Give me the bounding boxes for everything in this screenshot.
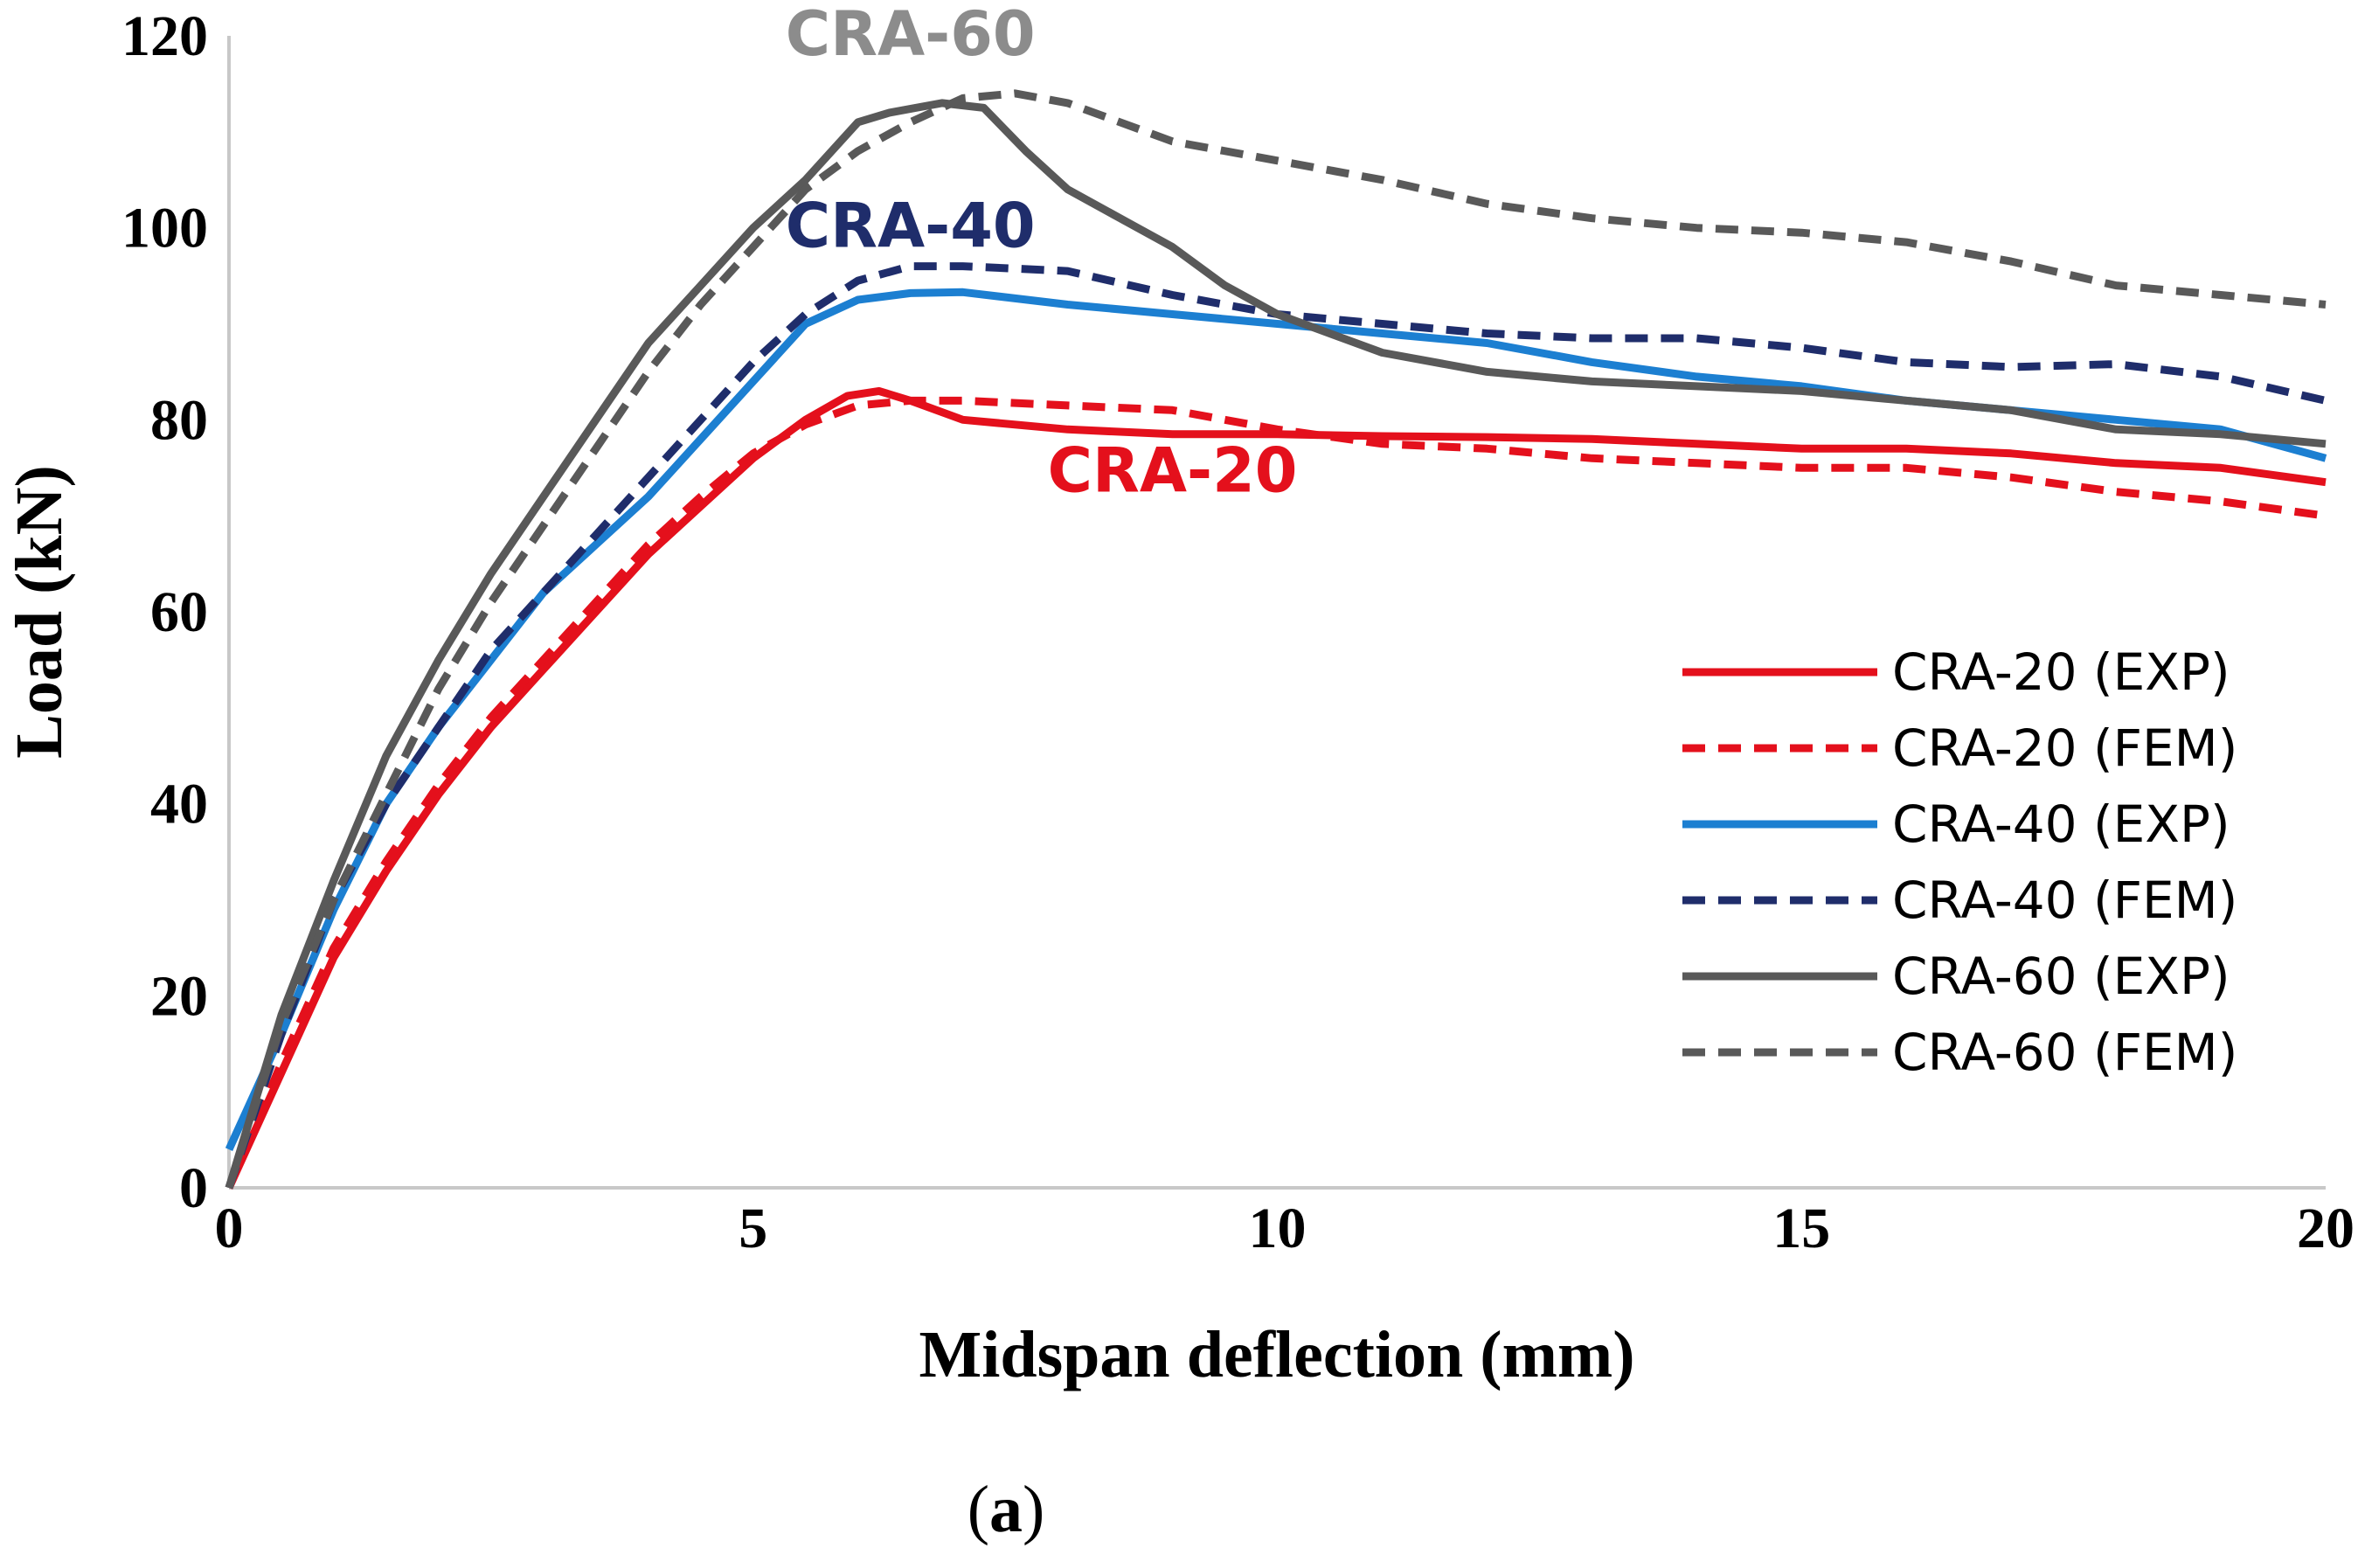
legend-entry-label: CRA-20 (FEM) bbox=[1892, 718, 2237, 778]
x-tick-label: 10 bbox=[1249, 1197, 1307, 1260]
series-lines bbox=[225, 89, 2327, 1190]
y-tick-label: 60 bbox=[150, 580, 208, 644]
legend-entry-label: CRA-20 (EXP) bbox=[1892, 642, 2230, 702]
caption-paren-open: ( bbox=[967, 1473, 989, 1546]
y-axis-title: Load (kN) bbox=[3, 465, 76, 759]
x-tick-label: 15 bbox=[1772, 1197, 1830, 1260]
y-tick-label: 20 bbox=[150, 964, 208, 1028]
series-line-5 bbox=[225, 99, 2327, 1190]
annotations: CRA-60 CRA-40 CRA-20 bbox=[786, 0, 1298, 507]
legend-entry-label: CRA-40 (EXP) bbox=[1892, 794, 2230, 854]
caption-letter: a bbox=[989, 1473, 1023, 1546]
y-tick-label: 120 bbox=[121, 4, 208, 68]
x-tick-label: 0 bbox=[215, 1197, 244, 1260]
x-axis-title: Midspan deflection (mm) bbox=[919, 1318, 1634, 1391]
annotation-label: CRA-40 bbox=[786, 191, 1036, 262]
legend-entry-label: CRA-60 (EXP) bbox=[1892, 947, 2230, 1006]
y-tick-label: 100 bbox=[121, 197, 208, 260]
figure-caption: (a) bbox=[967, 1473, 1045, 1546]
series-line-2 bbox=[225, 396, 2327, 1190]
y-tick-label: 80 bbox=[150, 388, 208, 452]
caption-paren-close: ) bbox=[1023, 1473, 1044, 1546]
tick-labels: 0 5 10 15 20 0 20 40 60 80 100 120 bbox=[121, 4, 2355, 1260]
x-tick-label: 5 bbox=[739, 1197, 767, 1260]
x-tick-label: 20 bbox=[2297, 1197, 2355, 1260]
series-line-6 bbox=[225, 89, 2327, 1190]
annotation-label: CRA-60 bbox=[786, 0, 1036, 70]
legend: CRA-20 (EXP) CRA-20 (FEM) CRA-40 (EXP) CRA-… bbox=[1682, 642, 2237, 1082]
y-tick-label: 0 bbox=[179, 1156, 208, 1220]
legend-entry-label: CRA-40 (FEM) bbox=[1892, 871, 2237, 930]
annotation-label: CRA-20 bbox=[1048, 435, 1298, 507]
chart-axes bbox=[227, 36, 2326, 1190]
y-tick-label: 40 bbox=[150, 773, 208, 836]
legend-entry-label: CRA-60 (FEM) bbox=[1892, 1023, 2237, 1082]
series-line-4 bbox=[225, 262, 2327, 1190]
